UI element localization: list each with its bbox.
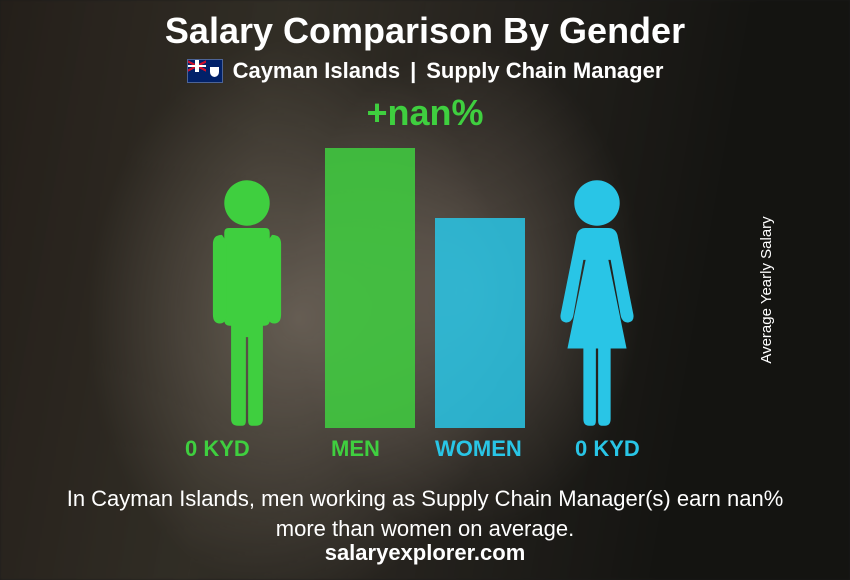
- pct-diff-label: +nan%: [366, 92, 483, 134]
- women-salary-label: 0 KYD: [575, 436, 640, 462]
- location-label: Cayman Islands: [233, 58, 401, 84]
- subtitle-row: Cayman Islands | Supply Chain Manager: [187, 58, 664, 84]
- cayman-islands-flag-icon: [187, 59, 223, 83]
- women-bar: [435, 218, 525, 428]
- men-salary-label: 0 KYD: [185, 436, 250, 462]
- page-title: Salary Comparison By Gender: [165, 10, 685, 52]
- chart-area: [145, 138, 705, 428]
- men-bar: [325, 148, 415, 428]
- footer-link: salaryexplorer.com: [0, 540, 850, 566]
- women-label: WOMEN: [435, 436, 522, 462]
- separator-label: |: [410, 58, 416, 84]
- content-container: Salary Comparison By Gender Cayman Islan…: [0, 0, 850, 580]
- description-text: In Cayman Islands, men working as Supply…: [45, 484, 805, 543]
- yaxis-label: Average Yearly Salary: [758, 216, 775, 363]
- job-label: Supply Chain Manager: [426, 58, 663, 84]
- labels-row: 0 KYD MEN WOMEN 0 KYD: [145, 436, 705, 470]
- female-person-icon: [540, 178, 654, 428]
- men-label: MEN: [331, 436, 380, 462]
- male-person-icon: [190, 178, 304, 428]
